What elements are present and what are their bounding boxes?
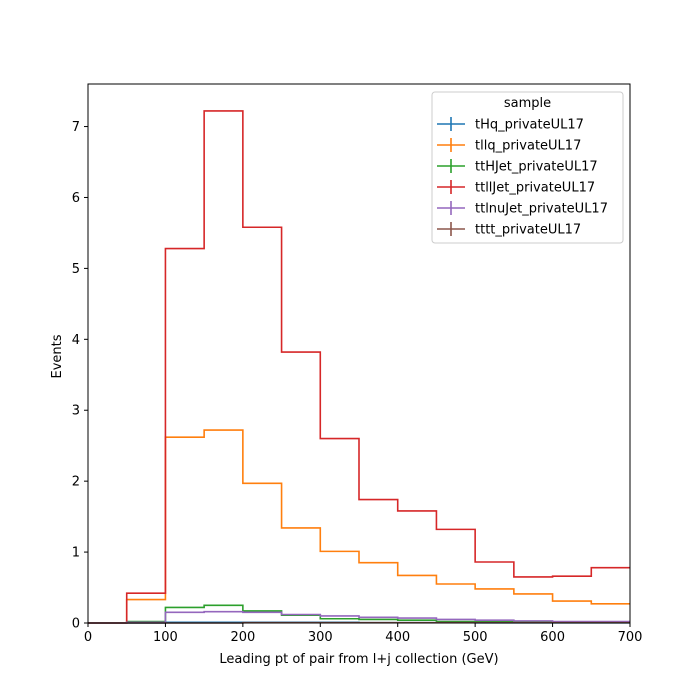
legend: sample tHq_privateUL17 tllq_privateUL17tt… — [431, 91, 624, 244]
legend-item: tHq_privateUL17 — [437, 117, 584, 133]
series-line-3 — [88, 110, 630, 624]
x-tick-label: 300 — [308, 630, 333, 645]
legend-label: tllq_privateUL17 — [475, 139, 581, 154]
y-tick-label: 0 — [72, 617, 80, 632]
x-axis-ticks: 0 100 200 300 400 500 600 700 — [84, 623, 643, 645]
legend-item: ttHJet_privateUL17 — [437, 159, 598, 175]
legend-label: ttHJet_privateUL17 — [475, 160, 598, 175]
y-tick-label: 2 — [72, 475, 80, 490]
legend-item: tllq_privateUL17 — [437, 138, 581, 154]
x-tick-label: 100 — [153, 630, 178, 645]
legend-label: ttlnuJet_privateUL17 — [475, 202, 608, 217]
y-tick-label: 4 — [72, 333, 80, 348]
y-tick-label: 7 — [72, 120, 80, 135]
y-axis-ticks: 0 1 2 3 4 5 6 7 — [72, 120, 88, 632]
y-tick-label: 5 — [72, 262, 80, 277]
plot-frame — [87, 83, 631, 624]
x-tick-label: 200 — [230, 630, 255, 645]
y-tick-label: 3 — [72, 404, 80, 419]
legend-item: ttllJet_privateUL17 — [437, 180, 595, 196]
x-tick-label: 0 — [84, 630, 92, 645]
legend-items: tHq_privateUL17 tllq_privateUL17 ttHJet_pr… — [437, 117, 608, 238]
legend-item: tttt_privateUL17 — [437, 222, 581, 238]
legend-item: ttlnuJet_privateUL17 — [437, 201, 608, 217]
y-tick-label: 6 — [72, 191, 80, 206]
legend-label: tttt_privateUL17 — [475, 223, 581, 238]
y-tick-label: 1 — [72, 546, 80, 561]
series-line-4 — [88, 610, 630, 624]
y-axis-label: Events — [50, 334, 65, 378]
legend-label: tHq_privateUL17 — [475, 118, 584, 133]
x-axis-label: Leading pt of pair from l+j collection (… — [219, 652, 498, 667]
legend-label: ttllJet_privateUL17 — [475, 181, 595, 196]
x-tick-label: 400 — [385, 630, 410, 645]
x-tick-label: 500 — [463, 630, 488, 645]
series-line-1 — [88, 429, 630, 624]
x-tick-label: 600 — [540, 630, 565, 645]
legend-title: sample — [504, 96, 551, 111]
legend-box — [431, 91, 624, 244]
x-tick-label: 700 — [618, 630, 643, 645]
